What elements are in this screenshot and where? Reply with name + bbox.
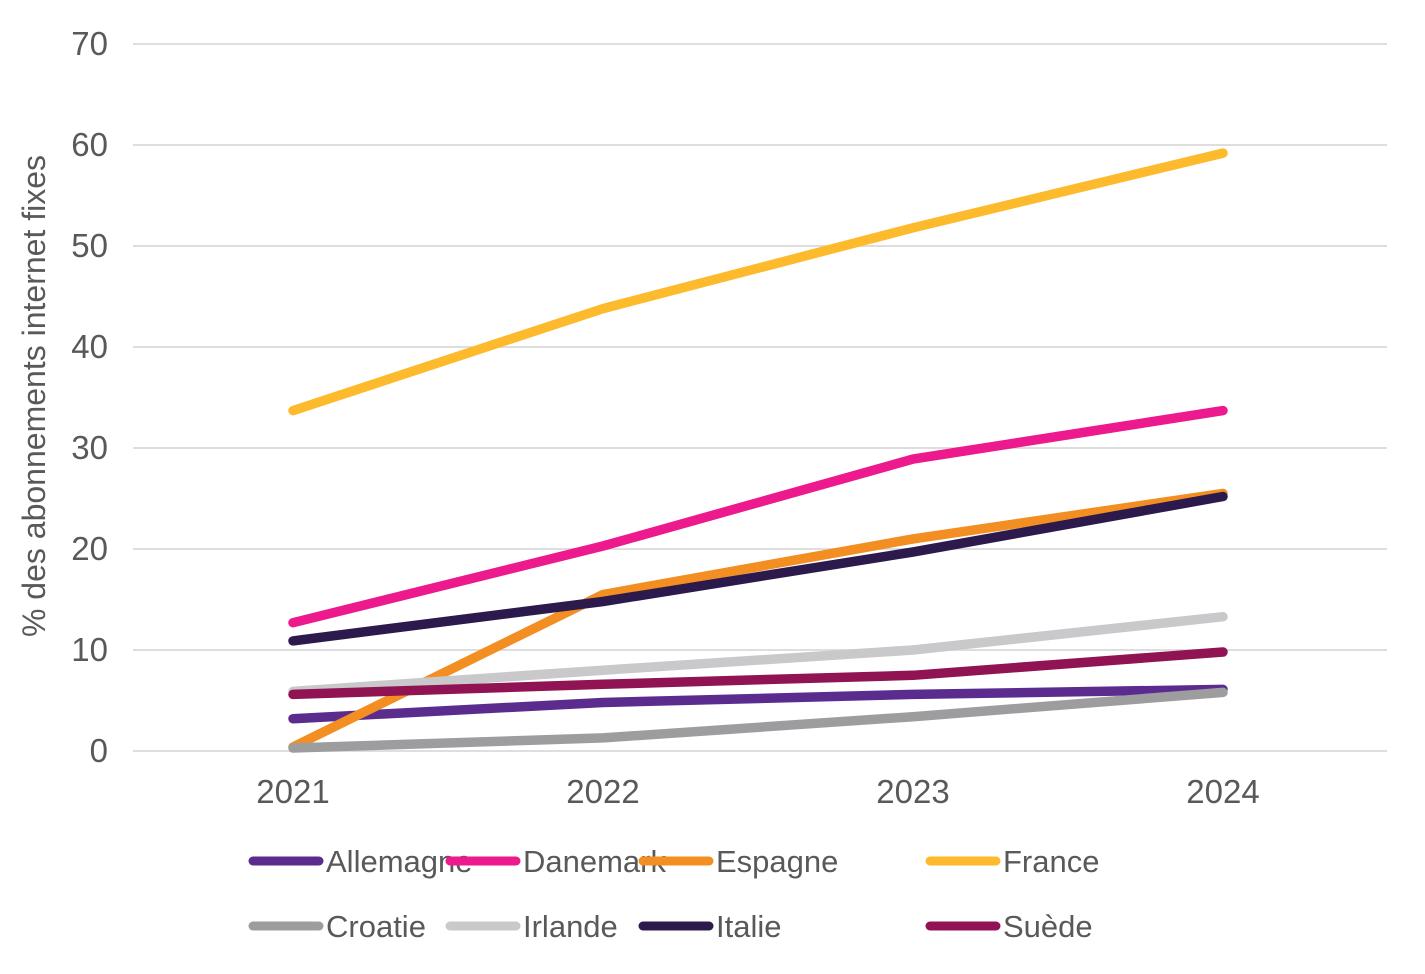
- legend-item-italie: Italie: [638, 909, 781, 944]
- y-tick-label: 50: [71, 227, 108, 264]
- series-line-danemark: [288, 405, 1228, 628]
- legend-label: Irlande: [523, 909, 618, 944]
- legend-item-danemark: Danemark: [445, 844, 666, 879]
- series-line-allemagne: [288, 684, 1228, 724]
- y-tick-label: 10: [71, 631, 108, 668]
- series-line-irlande: [288, 611, 1228, 697]
- x-tick-label: 2021: [256, 773, 329, 810]
- legend-label: Italie: [716, 909, 781, 944]
- legend-item-espagne: Espagne: [638, 844, 838, 879]
- legend-item-croatie: Croatie: [248, 909, 426, 944]
- y-tick-label: 30: [71, 429, 108, 466]
- x-tick-label: 2024: [1186, 773, 1259, 810]
- x-tick-label: 2023: [876, 773, 949, 810]
- series-line-suède: [288, 647, 1228, 700]
- y-axis-title: % des abonnements internet fixes: [16, 155, 52, 637]
- legend-label: Croatie: [326, 909, 426, 944]
- data-series-lines: [288, 148, 1228, 753]
- legend-item-irlande: Irlande: [445, 909, 618, 944]
- series-line-croatie: [288, 687, 1228, 753]
- series-line-espagne: [288, 488, 1228, 752]
- x-axis-tick-labels: 2021 2022 2023 2024: [256, 773, 1259, 810]
- y-tick-label: 60: [71, 126, 108, 163]
- y-axis-tick-labels: 0 10 20 30 40 50 60 70: [71, 25, 108, 769]
- gridlines: [133, 43, 1387, 752]
- legend-label: Suède: [1003, 909, 1093, 944]
- legend-item-suède: Suède: [925, 909, 1093, 944]
- series-line-italie: [288, 491, 1228, 646]
- chart-legend: Allemagne Danemark Espagne France Croatie Irl…: [248, 844, 1099, 944]
- y-tick-label: 0: [90, 732, 108, 769]
- x-tick-label: 2022: [566, 773, 639, 810]
- y-tick-label: 40: [71, 328, 108, 365]
- legend-item-france: France: [925, 844, 1099, 879]
- series-line-france: [288, 148, 1228, 416]
- legend-label: France: [1003, 844, 1099, 879]
- legend-label: Espagne: [716, 844, 838, 879]
- y-tick-label: 70: [71, 25, 108, 62]
- y-tick-label: 20: [71, 530, 108, 567]
- legend-item-allemagne: Allemagne: [248, 844, 472, 879]
